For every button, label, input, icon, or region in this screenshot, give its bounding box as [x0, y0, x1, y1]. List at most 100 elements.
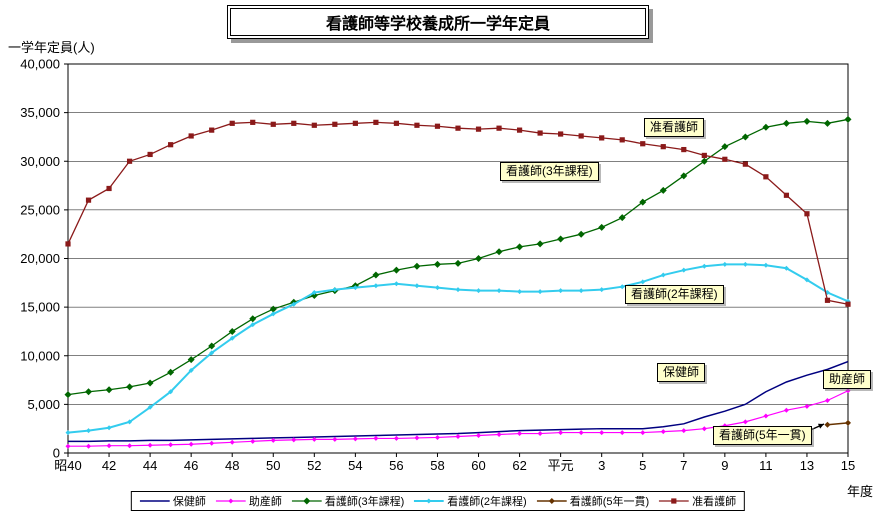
y-tick-label: 30,000	[20, 154, 60, 169]
series-marker-kangoshi-2nen	[65, 430, 71, 436]
series-marker-junkangoshi	[558, 131, 564, 137]
series-marker-josanshi	[783, 407, 789, 413]
x-tick-label: 11	[759, 458, 773, 473]
series-marker-junkangoshi	[126, 158, 133, 164]
legend-label-junkangoshi: 准看護師	[692, 496, 737, 508]
series-marker-kangoshi-3nen	[495, 248, 503, 256]
series-marker-kangoshi-2nen	[86, 428, 92, 434]
x-tick-label: 60	[471, 458, 485, 473]
series-marker-kangoshi-3nen	[167, 368, 175, 376]
series-marker-junkangoshi	[578, 133, 584, 139]
series-marker-kangoshi-2nen	[311, 290, 317, 296]
series-marker-junkangoshi	[352, 120, 358, 126]
series-marker-kangoshi-2nen	[763, 262, 769, 268]
plot-border	[67, 63, 849, 454]
series-marker-kangoshi-3nen	[598, 223, 606, 231]
series-marker-junkangoshi	[434, 123, 441, 129]
series-marker-josanshi	[250, 438, 256, 444]
callout-label: 看護師(2年課程)	[625, 285, 724, 304]
series-marker-kangoshi-3nen	[372, 271, 380, 279]
y-tick-label: 35,000	[20, 105, 60, 120]
series-marker-kangoshi-3nen	[187, 356, 195, 364]
series-marker-josanshi	[414, 435, 420, 441]
series-marker-kangoshi-3nen	[146, 379, 154, 387]
legend-label-kangoshi-2nen: 看護師(2年課程)	[447, 496, 527, 508]
series-marker-kangoshi-3nen	[85, 388, 93, 396]
series-marker-junkangoshi	[250, 119, 256, 125]
legend-item-kangoshi-2nen: 看護師(2年課程)	[414, 493, 527, 509]
series-marker-josanshi	[106, 443, 112, 449]
callout-label: 保健師	[657, 363, 706, 382]
series-marker-kangoshi-5nen	[824, 421, 831, 428]
series-marker-junkangoshi	[270, 121, 276, 127]
series-marker-josanshi	[578, 430, 584, 436]
series-marker-josanshi	[393, 435, 399, 441]
series-marker-junkangoshi	[681, 146, 687, 153]
y-tick-label: 20,000	[20, 251, 60, 266]
series-marker-junkangoshi	[701, 152, 707, 159]
series-marker-josanshi	[332, 436, 338, 442]
series-marker-josanshi	[65, 443, 71, 449]
series-marker-kangoshi-3nen	[208, 342, 216, 350]
x-tick-label: 56	[389, 458, 403, 473]
series-marker-kangoshi-2nen	[742, 261, 748, 267]
series-marker-kangoshi-2nen	[188, 367, 194, 373]
y-tick-label: 10,000	[20, 348, 60, 363]
series-marker-kangoshi-2nen	[229, 335, 235, 341]
y-tick-label: 25,000	[20, 202, 60, 217]
series-marker-josanshi	[640, 430, 646, 436]
legend-label-hokenshi: 保健師	[172, 496, 206, 508]
series-marker-josanshi	[373, 435, 379, 441]
series-marker-kangoshi-3nen	[249, 315, 257, 323]
series-marker-kangoshi-2nen	[291, 301, 297, 307]
y-axis-label: 一学年定員(人)	[8, 40, 95, 55]
series-marker-kangoshi-2nen	[701, 263, 707, 269]
callout-label: 准看護師	[644, 118, 705, 137]
series-marker-junkangoshi	[106, 185, 112, 192]
series-marker-josanshi	[168, 442, 174, 448]
series-marker-kangoshi-3nen	[64, 391, 72, 399]
series-marker-josanshi	[209, 440, 215, 446]
series-marker-kangoshi-3nen	[433, 260, 441, 268]
series-marker-kangoshi-3nen	[126, 383, 134, 391]
series-marker-kangoshi-2nen	[270, 311, 276, 317]
series-marker-junkangoshi	[824, 297, 831, 303]
series-marker-junkangoshi	[599, 135, 605, 141]
series-marker-josanshi	[228, 498, 234, 504]
series-marker-josanshi	[188, 441, 194, 447]
x-tick-label: 13	[800, 458, 814, 473]
series-marker-junkangoshi	[455, 125, 461, 131]
series-marker-josanshi	[147, 442, 153, 448]
series-marker-josanshi	[660, 429, 666, 435]
series-marker-junkangoshi	[537, 130, 543, 136]
series-marker-kangoshi-2nen	[373, 283, 379, 289]
series-line-kangoshi-5nen	[827, 422, 849, 426]
series-marker-kangoshi-3nen	[516, 243, 524, 251]
series-marker-junkangoshi	[660, 144, 666, 150]
series-marker-kangoshi-2nen	[106, 425, 112, 431]
legend-item-josanshi: 助産師	[215, 493, 282, 509]
x-tick-label: 58	[430, 458, 444, 473]
series-marker-josanshi	[824, 397, 830, 403]
series-marker-josanshi	[619, 430, 625, 436]
y-tick-label: 40,000	[20, 57, 60, 72]
series-marker-kangoshi-3nen	[454, 259, 462, 267]
series-marker-kangoshi-2nen	[393, 281, 399, 287]
series-marker-kangoshi-2nen	[209, 350, 215, 356]
series-marker-junkangoshi	[475, 126, 482, 132]
series-marker-junkangoshi	[742, 161, 748, 167]
series-marker-kangoshi-2nen	[426, 498, 432, 504]
y-tick-label: 0	[53, 446, 60, 461]
series-marker-kangoshi-3nen	[844, 115, 852, 123]
y-tick-label: 5,000	[27, 397, 60, 412]
legend-swatch-kangoshi-2nen	[414, 498, 445, 504]
series-marker-kangoshi-2nen	[578, 288, 584, 294]
series-marker-kangoshi-2nen	[332, 287, 338, 293]
legend: 保健師 助産師 看護師(3年課程) 看護師(2年課程) 看護師(5年一貫) 准看護師	[130, 491, 746, 511]
series-marker-kangoshi-2nen	[558, 288, 564, 294]
x-tick-label: 5	[639, 458, 646, 473]
series-marker-kangoshi-3nen	[536, 240, 544, 248]
series-marker-josanshi	[681, 428, 687, 434]
series-marker-kangoshi-3nen	[680, 172, 688, 180]
series-marker-junkangoshi	[640, 141, 646, 147]
